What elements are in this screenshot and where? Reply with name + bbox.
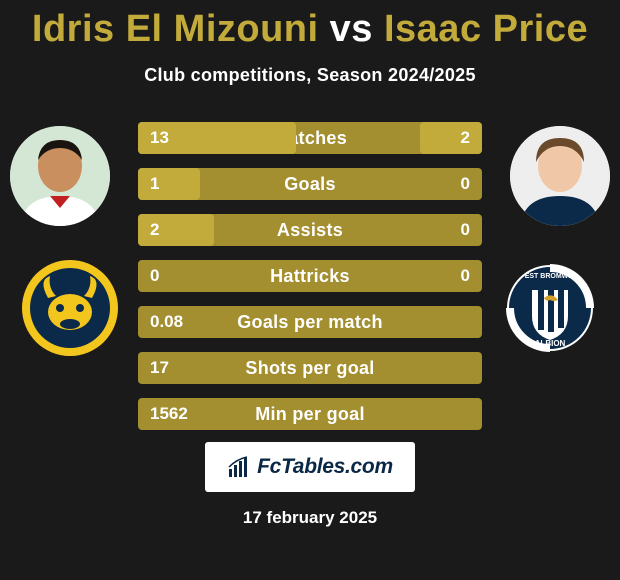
club1-badge [20, 258, 120, 358]
stat-fill-right [420, 122, 482, 154]
stat-row: 2 Assists 0 [138, 214, 482, 246]
stat-row: 13Matches2 [138, 122, 482, 154]
stat-value-left: 0 [150, 260, 159, 292]
comparison-card: Idris El Mizouni vs Isaac Price Club com… [0, 0, 620, 580]
stat-label: Assists [277, 220, 343, 241]
stat-label: Min per goal [255, 404, 365, 425]
stat-label: Goals per match [237, 312, 383, 333]
oxford-united-crest-icon [20, 258, 120, 358]
stat-value-left: 2 [150, 214, 159, 246]
stats-panel: 13Matches2 1 Goals 0 2 Assists 0 0 Hattricks 0 0.0… [138, 122, 482, 444]
stat-label: Goals [284, 174, 336, 195]
stat-value-right: 2 [461, 122, 470, 154]
stat-fill-left [138, 168, 200, 200]
stat-row: 0 Hattricks 0 [138, 260, 482, 292]
crest-text-top: EST BROMWIC [525, 273, 576, 280]
club2-badge: EST BROMWIC ALBION [500, 258, 600, 358]
player1-silhouette [10, 126, 110, 226]
stat-value-right: 0 [461, 260, 470, 292]
west-brom-crest-icon: EST BROMWIC ALBION [500, 258, 600, 358]
stat-row: 1562 Min per goal [138, 398, 482, 430]
stat-value-left: 1562 [150, 398, 188, 430]
crest-text-bottom: ALBION [535, 339, 566, 348]
stat-row: 0.08 Goals per match [138, 306, 482, 338]
bar-chart-icon [227, 455, 251, 479]
brand-badge: FcTables.com [205, 442, 415, 492]
stat-value-left: 0.08 [150, 306, 183, 338]
stat-row: 17 Shots per goal [138, 352, 482, 384]
title-player2: Isaac Price [384, 8, 588, 50]
stat-value-left: 17 [150, 352, 169, 384]
stat-label: Shots per goal [245, 358, 374, 379]
page-title: Idris El Mizouni vs Isaac Price [0, 0, 620, 51]
brand-text: FcTables.com [257, 455, 393, 479]
stat-label: Hattricks [270, 266, 350, 287]
player1-avatar [10, 126, 110, 226]
title-player1: Idris El Mizouni [32, 8, 319, 50]
stat-value-right: 0 [461, 168, 470, 200]
player2-avatar [510, 126, 610, 226]
stat-value-left: 13 [150, 122, 169, 154]
stat-row: 1 Goals 0 [138, 168, 482, 200]
player2-silhouette [510, 126, 610, 226]
stat-value-left: 1 [150, 168, 159, 200]
subtitle: Club competitions, Season 2024/2025 [0, 65, 620, 86]
title-vs: vs [330, 8, 373, 50]
footer-date: 17 february 2025 [243, 508, 377, 528]
stat-value-right: 0 [461, 214, 470, 246]
